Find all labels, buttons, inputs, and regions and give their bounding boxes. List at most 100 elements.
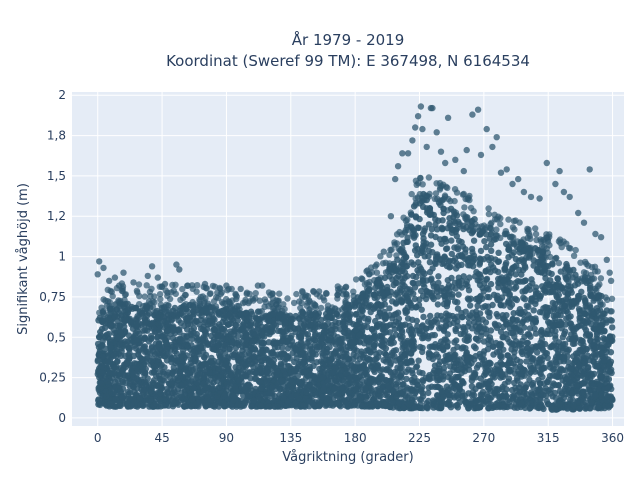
data-point — [532, 330, 540, 337]
data-point — [495, 284, 502, 291]
data-point — [438, 343, 445, 351]
data-point — [504, 362, 511, 369]
data-point — [415, 269, 423, 276]
data-point — [223, 357, 230, 365]
data-point — [499, 312, 506, 319]
data-point — [498, 361, 506, 368]
data-point — [252, 385, 259, 393]
data-point — [378, 301, 385, 308]
data-point — [520, 278, 527, 285]
data-point — [522, 287, 529, 294]
data-point — [400, 255, 407, 263]
data-point — [481, 238, 488, 245]
data-point — [432, 221, 439, 228]
data-point — [548, 327, 556, 334]
data-point — [548, 343, 556, 350]
data-point — [294, 372, 301, 380]
data-point — [564, 353, 571, 360]
data-point — [487, 241, 495, 248]
data-point — [352, 380, 359, 387]
data-point — [227, 331, 234, 338]
data-point — [410, 290, 417, 297]
data-point — [470, 392, 478, 399]
data-point — [431, 331, 438, 339]
data-point — [511, 285, 518, 292]
data-point — [246, 322, 254, 330]
data-point — [492, 256, 499, 263]
data-point — [408, 376, 415, 384]
data-point — [245, 357, 252, 364]
data-point — [412, 390, 419, 397]
data-point — [143, 392, 151, 399]
data-point — [479, 316, 486, 323]
data-point — [518, 271, 525, 278]
data-point — [565, 346, 572, 353]
data-point — [427, 241, 435, 248]
data-point — [491, 386, 499, 393]
data-point — [458, 314, 466, 321]
data-point — [472, 344, 479, 352]
data-point — [417, 287, 425, 295]
data-point — [537, 292, 544, 300]
data-point — [473, 328, 481, 335]
data-point — [523, 302, 530, 309]
data-point — [178, 393, 185, 401]
data-point — [402, 351, 409, 359]
data-point — [523, 339, 531, 347]
data-point — [425, 253, 432, 260]
data-point — [582, 327, 590, 334]
data-point — [376, 387, 384, 394]
data-point — [407, 330, 415, 337]
data-point — [136, 354, 144, 361]
data-point — [157, 352, 164, 359]
data-point — [483, 284, 490, 292]
data-point — [592, 349, 599, 357]
data-point — [579, 388, 587, 396]
data-point — [276, 354, 284, 361]
data-point — [316, 402, 324, 409]
data-point — [454, 322, 462, 330]
data-point — [540, 305, 547, 312]
data-point — [246, 369, 254, 376]
data-point — [279, 344, 286, 351]
data-point — [363, 394, 370, 401]
data-point — [115, 350, 123, 357]
data-point — [493, 310, 500, 318]
data-point — [404, 273, 411, 280]
data-point — [464, 295, 472, 302]
data-point — [389, 334, 396, 341]
data-point — [608, 396, 616, 403]
data-point — [452, 373, 459, 381]
data-point — [609, 324, 616, 331]
data-point — [280, 328, 287, 336]
data-point — [518, 365, 525, 372]
data-point — [491, 374, 498, 381]
data-point — [505, 254, 512, 261]
data-point — [98, 368, 106, 376]
data-point — [511, 370, 519, 377]
data-point — [528, 276, 535, 283]
data-point — [448, 226, 455, 233]
data-point — [483, 243, 490, 251]
data-point — [502, 290, 509, 297]
data-point — [316, 365, 323, 373]
data-point — [383, 351, 390, 359]
data-point — [444, 338, 451, 346]
data-point — [175, 401, 182, 408]
data-point — [124, 372, 131, 379]
data-point — [140, 345, 147, 352]
data-point — [365, 315, 372, 323]
data-point — [199, 340, 207, 347]
data-point — [264, 369, 271, 376]
data-point — [334, 399, 341, 407]
data-point — [414, 378, 421, 385]
data-point — [508, 346, 515, 353]
data-point — [513, 296, 521, 304]
data-point — [125, 352, 132, 359]
data-point — [271, 352, 278, 359]
data-point — [131, 360, 138, 367]
data-point — [452, 255, 459, 262]
data-point — [438, 388, 445, 395]
data-point — [476, 382, 483, 390]
data-point — [311, 375, 318, 382]
